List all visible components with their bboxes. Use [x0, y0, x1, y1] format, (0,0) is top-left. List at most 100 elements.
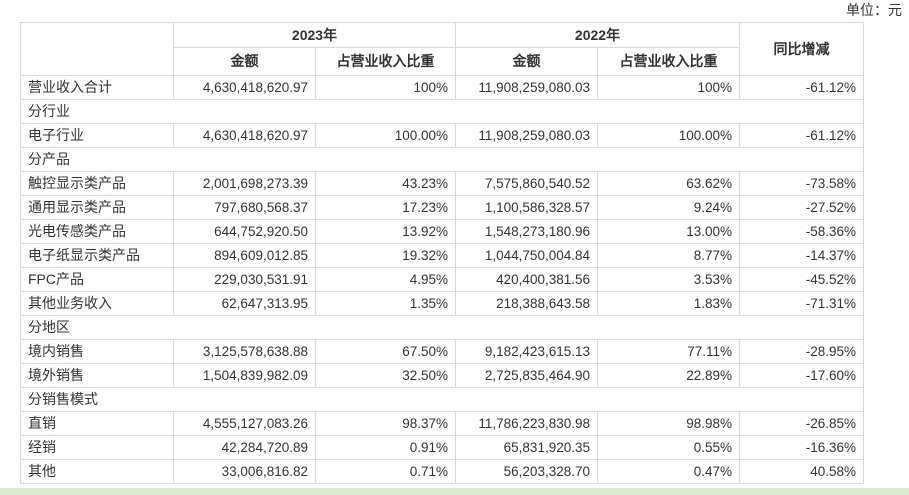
table-row: 直销 4,555,127,083.26 98.37% 11,786,223,830.9… — [20, 411, 864, 436]
yoy-cell: -71.31% — [739, 291, 864, 316]
pct-2022-cell: 98.98% — [597, 411, 740, 436]
table-row: FPC产品 229,030,531.91 4.95% 420,400,381.56 3.… — [20, 267, 864, 292]
amount-2023-cell: 4,630,418,620.97 — [173, 75, 316, 100]
pct-2022-cell: 8.77% — [597, 243, 740, 268]
yoy-cell: -16.36% — [739, 435, 864, 460]
amount-2022-cell: 218,388,643.58 — [455, 291, 598, 316]
yoy-cell: -17.60% — [739, 363, 864, 388]
revenue-breakdown-table: 2023年 2022年 同比增减 金额 占营业收入比重 金额 占营业收入比重 营… — [20, 22, 864, 484]
yoy-cell: -61.12% — [739, 75, 864, 100]
table-body: 营业收入合计 4,630,418,620.97 100% 11,908,259,080… — [20, 75, 864, 484]
pct-2022-cell: 100% — [597, 75, 740, 100]
table-row: 经销 42,284,720.89 0.91% 65,831,920.35 0.55% -1… — [20, 435, 864, 460]
pct-2023-cell: 98.37% — [315, 411, 456, 436]
pct-2022-cell: 3.53% — [597, 267, 740, 292]
year-2023-header: 2023年 — [173, 22, 456, 48]
row-label-cell: 境内销售 — [20, 339, 174, 364]
table-header: 2023年 2022年 同比增减 金额 占营业收入比重 金额 占营业收入比重 — [20, 22, 864, 76]
table-row: 境内销售 3,125,578,638.88 67.50% 9,182,423,615.… — [20, 339, 864, 364]
yoy-cell: -45.52% — [739, 267, 864, 292]
yoy-cell: -26.85% — [739, 411, 864, 436]
pct-2022-cell: 1.83% — [597, 291, 740, 316]
yoy-cell: -14.37% — [739, 243, 864, 268]
table-row: 其他业务收入 62,647,313.95 1.35% 218,388,643.58 1.… — [20, 291, 864, 316]
pct-2023-cell: 13.92% — [315, 219, 456, 244]
section-label-cell: 分行业 — [20, 99, 864, 124]
amount-2023-cell: 894,609,012.85 — [173, 243, 316, 268]
table-row: 光电传感类产品 644,752,920.50 13.92% 1,548,273,180… — [20, 219, 864, 244]
section-label-cell: 分地区 — [20, 315, 864, 340]
table-row: 营业收入合计 4,630,418,620.97 100% 11,908,259,080… — [20, 75, 864, 100]
row-label-cell: 电子纸显示类产品 — [20, 243, 174, 268]
amount-2023-cell: 42,284,720.89 — [173, 435, 316, 460]
yoy-cell: 40.58% — [739, 459, 864, 484]
row-label-cell: 触控显示类产品 — [20, 171, 174, 196]
amount-2023-cell: 62,647,313.95 — [173, 291, 316, 316]
pct-2023-header: 占营业收入比重 — [315, 47, 456, 76]
unit-label: 单位：元 — [846, 2, 902, 18]
amount-2023-cell: 4,555,127,083.26 — [173, 411, 316, 436]
yoy-cell: -27.52% — [739, 195, 864, 220]
bottom-green-bar — [0, 488, 909, 495]
pct-2022-cell: 0.55% — [597, 435, 740, 460]
amount-2022-cell: 1,100,586,328.57 — [455, 195, 598, 220]
table-row: 电子行业 4,630,418,620.97 100.00% 11,908,259,08… — [20, 123, 864, 148]
row-label-cell: 其他 — [20, 459, 174, 484]
pct-2022-cell: 100.00% — [597, 123, 740, 148]
row-label-cell: 通用显示类产品 — [20, 195, 174, 220]
yoy-cell: -58.36% — [739, 219, 864, 244]
amount-2022-cell: 56,203,328.70 — [455, 459, 598, 484]
header-row-years: 2023年 2022年 同比增减 — [20, 22, 864, 76]
amount-2023-cell: 33,006,816.82 — [173, 459, 316, 484]
table-row: 境外销售 1,504,839,982.09 32.50% 2,725,835,464.… — [20, 363, 864, 388]
pct-2023-cell: 43.23% — [315, 171, 456, 196]
row-label-cell: 直销 — [20, 411, 174, 436]
pct-2023-cell: 4.95% — [315, 267, 456, 292]
pct-2022-cell: 22.89% — [597, 363, 740, 388]
table-row: 电子纸显示类产品 894,609,012.85 19.32% 1,044,750,00… — [20, 243, 864, 268]
table-row: 其他 33,006,816.82 0.71% 56,203,328.70 0.47% 40… — [20, 459, 864, 484]
row-label-cell: 经销 — [20, 435, 174, 460]
pct-2023-cell: 100.00% — [315, 123, 456, 148]
row-label-cell: 营业收入合计 — [20, 75, 174, 100]
amount-2023-cell: 644,752,920.50 — [173, 219, 316, 244]
pct-2023-cell: 100% — [315, 75, 456, 100]
yoy-cell: -73.58% — [739, 171, 864, 196]
amount-2022-cell: 9,182,423,615.13 — [455, 339, 598, 364]
year-2022-header: 2022年 — [455, 22, 740, 48]
section-row: 分行业 — [20, 99, 864, 124]
section-row: 分销售模式 — [20, 387, 864, 412]
pct-2023-cell: 32.50% — [315, 363, 456, 388]
pct-2022-cell: 9.24% — [597, 195, 740, 220]
amount-2022-header: 金额 — [455, 47, 598, 76]
amount-2022-cell: 420,400,381.56 — [455, 267, 598, 292]
row-label-cell: 电子行业 — [20, 123, 174, 148]
pct-2023-cell: 67.50% — [315, 339, 456, 364]
amount-2023-header: 金额 — [173, 47, 316, 76]
pct-2023-cell: 0.91% — [315, 435, 456, 460]
amount-2023-cell: 3,125,578,638.88 — [173, 339, 316, 364]
pct-2023-cell: 0.71% — [315, 459, 456, 484]
pct-2022-cell: 63.62% — [597, 171, 740, 196]
amount-2022-cell: 7,575,860,540.52 — [455, 171, 598, 196]
pct-2023-cell: 19.32% — [315, 243, 456, 268]
section-label-cell: 分销售模式 — [20, 387, 864, 412]
pct-2022-header: 占营业收入比重 — [597, 47, 740, 76]
table-row: 通用显示类产品 797,680,568.37 17.23% 1,100,586,328… — [20, 195, 864, 220]
section-row: 分地区 — [20, 315, 864, 340]
amount-2023-cell: 797,680,568.37 — [173, 195, 316, 220]
table-row: 触控显示类产品 2,001,698,273.39 43.23% 7,575,860,5… — [20, 171, 864, 196]
amount-2022-cell: 11,908,259,080.03 — [455, 75, 598, 100]
amount-2023-cell: 4,630,418,620.97 — [173, 123, 316, 148]
row-label-cell: 其他业务收入 — [20, 291, 174, 316]
pct-2022-cell: 13.00% — [597, 219, 740, 244]
amount-2022-cell: 1,548,273,180.96 — [455, 219, 598, 244]
amount-2022-cell: 2,725,835,464.90 — [455, 363, 598, 388]
pct-2023-cell: 1.35% — [315, 291, 456, 316]
pct-2022-cell: 0.47% — [597, 459, 740, 484]
header-row-metrics: 金额 占营业收入比重 金额 占营业收入比重 — [21, 47, 864, 76]
pct-2023-cell: 17.23% — [315, 195, 456, 220]
section-row: 分产品 — [20, 147, 864, 172]
yoy-cell: -28.95% — [739, 339, 864, 364]
